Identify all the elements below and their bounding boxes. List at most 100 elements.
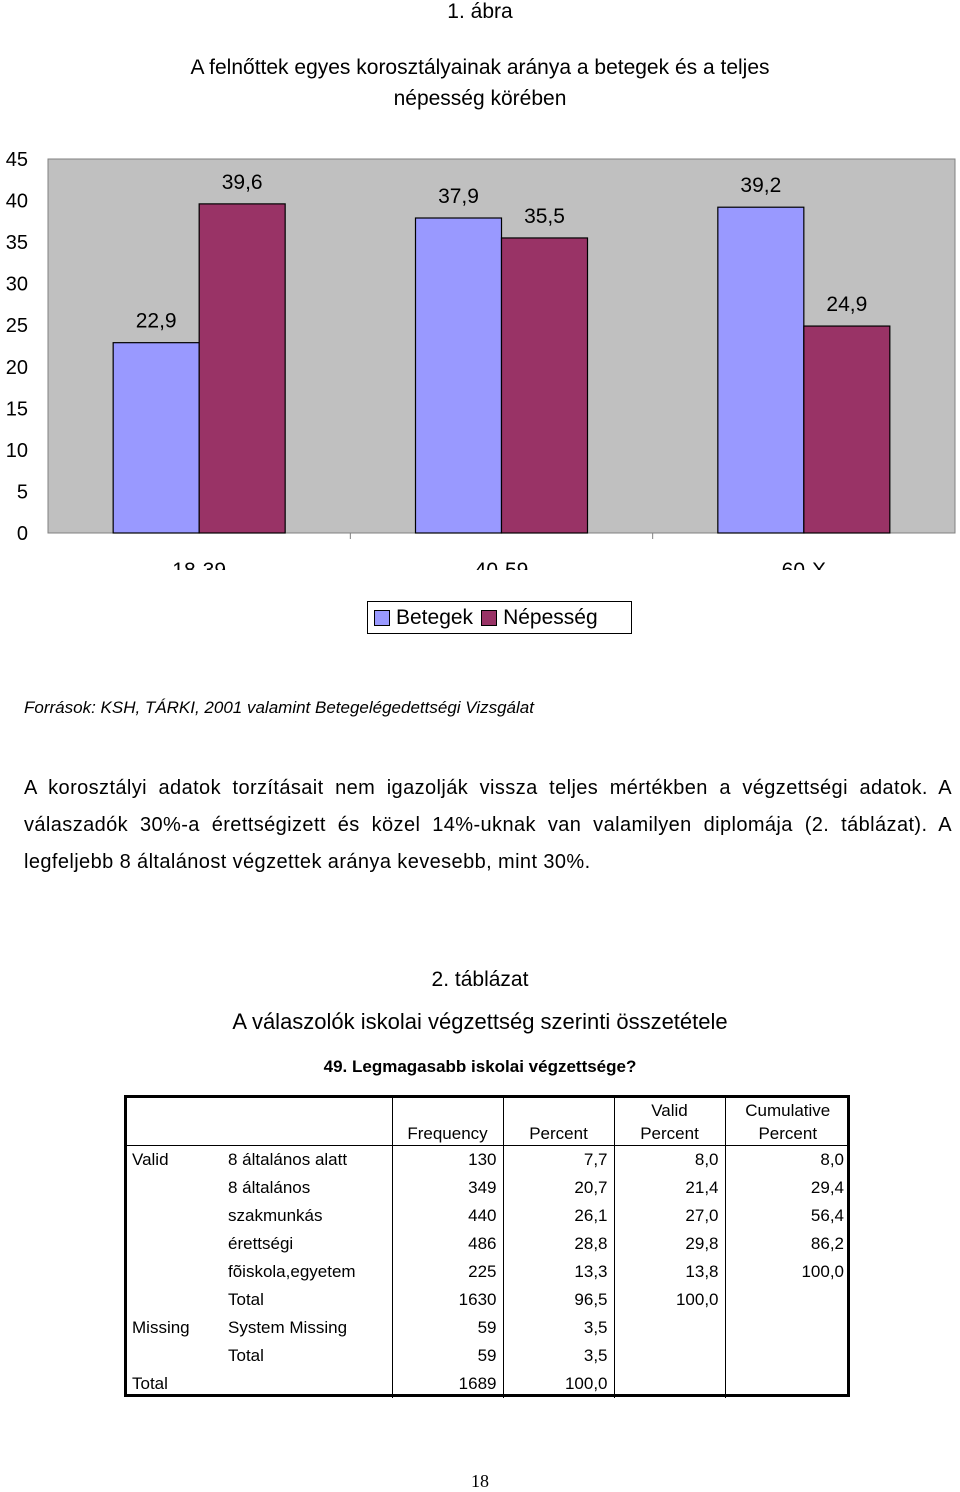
- header-cumulative-line-2: Percent: [758, 1124, 818, 1143]
- cell-cumulative-percent: 86,2: [724, 1230, 850, 1258]
- cell-frequency: 349: [391, 1174, 503, 1202]
- table-row: érettségi 486 28,8 29,8 86,2: [126, 1230, 850, 1258]
- data-label: 39,6: [222, 171, 263, 194]
- cell-percent: 26,1: [502, 1202, 614, 1230]
- cell-valid-percent: 27,0: [613, 1202, 725, 1230]
- table-body: Valid 8 általános alatt 130 7,7 8,0 8,0 8 álta…: [126, 1145, 850, 1398]
- row-label: Total: [228, 1290, 264, 1309]
- table-row: Valid 8 általános alatt 130 7,7 8,0 8,0: [126, 1145, 850, 1174]
- row-group: Missing: [132, 1318, 190, 1337]
- cell-valid-percent: 21,4: [613, 1174, 725, 1202]
- cell-frequency: 486: [391, 1230, 503, 1258]
- y-tick-label: 20: [6, 357, 28, 379]
- bar-betegek: [414, 217, 503, 534]
- cell-valid-percent: 13,8: [613, 1258, 725, 1286]
- bar-betegek: [717, 206, 805, 534]
- chart-title-line-1: A felnőttek egyes korosztályainak aránya…: [190, 56, 770, 79]
- cell-frequency: 59: [391, 1314, 503, 1342]
- row-group: Total: [132, 1374, 168, 1393]
- header-cumulative-percent: Cumulative Percent: [724, 1097, 850, 1146]
- table-row: fõiskola,egyetem 225 13,3 13,8 100,0: [126, 1258, 850, 1286]
- legend-swatch-betegek: [374, 609, 390, 626]
- table-row: Missing System Missing 59 3,5: [126, 1314, 850, 1342]
- page-number: 18: [471, 1471, 489, 1491]
- bar-chart: 0 5 10 15 20 25 30 35 40 45 18-39 22,9 39,6 40-59 37,9…: [6, 149, 956, 570]
- cell-valid-percent: [613, 1342, 725, 1370]
- header-frequency: Frequency: [391, 1097, 503, 1146]
- cell-percent: 7,7: [502, 1145, 614, 1174]
- cell-valid-percent: [613, 1314, 725, 1342]
- cell-cumulative-percent: 29,4: [724, 1174, 850, 1202]
- frequency-table-container: Frequency Percent Valid Percent Cumulati…: [126, 1097, 850, 1398]
- cell-percent: 96,5: [502, 1286, 614, 1314]
- cell-cumulative-percent: 100,0: [724, 1258, 850, 1286]
- legend-label-nepesseg: Népesség: [503, 605, 598, 629]
- cell-percent: 3,5: [502, 1342, 614, 1370]
- bar-nepesseg: [500, 237, 589, 534]
- row-label: Total: [228, 1346, 264, 1365]
- table-title: A válaszolók iskolai végzettség szerinti…: [232, 1009, 728, 1034]
- chart-legend: Betegek Népesség: [367, 601, 632, 634]
- y-tick-label: 45: [6, 149, 28, 171]
- table-label: 2. táblázat: [431, 968, 529, 991]
- header-valid-line-1: Valid: [651, 1101, 688, 1120]
- data-label: 35,5: [524, 205, 565, 228]
- cell-cumulative-percent: [724, 1370, 850, 1398]
- legend-label-betegek: Betegek: [396, 605, 474, 629]
- body-paragraph: A korosztályi adatok torzításait nem iga…: [24, 777, 952, 873]
- cell-cumulative-percent: 8,0: [724, 1145, 850, 1174]
- table-question: 49. Legmagasabb iskolai végzettsége?: [323, 1057, 637, 1076]
- figure-label: 1. ábra: [447, 0, 513, 23]
- row-label: 8 általános: [228, 1178, 311, 1197]
- row-label: szakmunkás: [228, 1206, 323, 1225]
- cell-percent: 100,0: [502, 1370, 614, 1398]
- cell-valid-percent: [613, 1370, 725, 1398]
- cell-frequency: 440: [391, 1202, 503, 1230]
- cell-cumulative-percent: [724, 1342, 850, 1370]
- bar-betegek: [112, 342, 200, 534]
- cell-percent: 28,8: [502, 1230, 614, 1258]
- cell-percent: 13,3: [502, 1258, 614, 1286]
- cell-cumulative-percent: [724, 1314, 850, 1342]
- header-valid-line-2: Percent: [640, 1124, 699, 1143]
- data-label: 39,2: [740, 174, 781, 197]
- row-group: [126, 1174, 222, 1202]
- x-category-label: 60-X: [782, 559, 826, 570]
- cell-percent: 20,7: [502, 1174, 614, 1202]
- row-label: fõiskola,egyetem: [228, 1262, 356, 1281]
- table-row: Total 59 3,5: [126, 1342, 850, 1370]
- row-group: [126, 1258, 222, 1286]
- cell-valid-percent: 8,0: [613, 1145, 725, 1174]
- row-group: [126, 1230, 222, 1258]
- header-cumulative-line-1: Cumulative: [745, 1101, 831, 1120]
- row-group: [126, 1286, 222, 1314]
- data-label: 22,9: [136, 310, 177, 333]
- data-label: 37,9: [438, 185, 479, 208]
- cell-valid-percent: 29,8: [613, 1230, 725, 1258]
- y-tick-label: 15: [6, 398, 28, 420]
- row-label: System Missing: [228, 1318, 348, 1337]
- y-tick-label: 40: [6, 191, 28, 213]
- header-empty-label: [222, 1097, 392, 1146]
- data-label: 24,9: [826, 293, 867, 316]
- cell-percent: 3,5: [502, 1314, 614, 1342]
- table-header-row: Frequency Percent Valid Percent Cumulati…: [126, 1097, 850, 1146]
- chart-title: A felnőttek egyes korosztályainak aránya…: [0, 52, 960, 114]
- x-category-label: 40-59: [475, 559, 529, 570]
- table-row: Total 1689 100,0: [126, 1370, 850, 1398]
- frequency-table: Frequency Percent Valid Percent Cumulati…: [126, 1097, 850, 1398]
- row-label: 8 általános alatt: [228, 1150, 348, 1169]
- sources-note: Források: KSH, TÁRKI, 2001 valamint Bete…: [24, 698, 534, 717]
- cell-cumulative-percent: 56,4: [724, 1202, 850, 1230]
- row-label: [222, 1370, 392, 1398]
- cell-cumulative-percent: [724, 1286, 850, 1314]
- cell-frequency: 130: [391, 1145, 503, 1174]
- table-row: 8 általános 349 20,7 21,4 29,4: [126, 1174, 850, 1202]
- cell-frequency: 1630: [391, 1286, 503, 1314]
- row-group: Valid: [132, 1150, 169, 1169]
- row-label: érettségi: [228, 1234, 294, 1253]
- cell-frequency: 225: [391, 1258, 503, 1286]
- y-tick-label: 10: [6, 440, 28, 462]
- chart-title-line-2: népesség körében: [393, 87, 567, 110]
- cell-frequency: 1689: [391, 1370, 503, 1398]
